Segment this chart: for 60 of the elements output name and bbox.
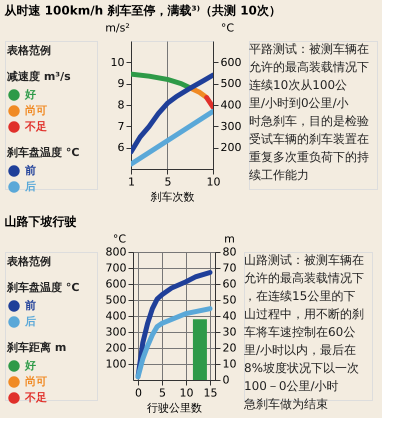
legend-label: 尚可 [25,375,47,388]
x-tick-label: 10 [180,386,194,400]
y-tick-label: 100 [106,358,126,370]
y-tick-label: 400 [106,310,126,322]
y2-tick-label: 20 [222,342,236,354]
y-tick-label: 10 [110,56,124,69]
y2-tick-label: 50 [222,294,236,306]
y-tick-label: 700 [106,262,126,274]
y-axis-title: °C [112,232,126,246]
legend-label: 不足 [24,391,47,404]
legend-label: 前 [24,164,36,177]
y2-tick-label: 30 [222,326,236,338]
y2-tick-label: 80 [222,246,236,258]
y-axis-title: m/s² [105,22,130,34]
y2-tick-label: 0 [222,374,230,386]
text: 后 [24,315,36,328]
y2-tick-label: 400 [220,98,242,112]
y2-axis-title: °C [220,22,234,34]
y2-axis-title: m [224,232,235,246]
y-tick-label: 9 [118,77,124,90]
x-tick-label: 10 [206,176,220,188]
legend-title: 表格范例 [6,44,51,57]
y-tick-label: 300 [106,326,126,338]
text: 刹车盘温度 °C [6,146,80,159]
legend-label: 后 [24,180,36,193]
x-tick-label: 0 [135,386,142,400]
legend-label: 好 [24,88,36,101]
y2-tick-label: 600 [220,56,242,69]
legend-title: 表格范例 [6,255,51,268]
y-tick-label: 800 [106,246,126,258]
x-axis-title: 刹车次数 [150,190,194,204]
y-tick-label: 600 [106,278,126,290]
text: 前 [24,299,36,312]
y2-tick-label: 10 [222,358,236,370]
x-tick-label: 1 [128,176,135,188]
x-tick-label: 15 [204,386,218,400]
x-tick-label: 5 [164,176,172,188]
text: 山路下坡行驶 [4,214,76,228]
y-tick-label: 6 [118,141,124,154]
y2-tick-label: 200 [220,141,242,154]
text: 刹车盘温度 °C [6,281,80,294]
x-tick-label: 5 [159,386,166,400]
y-tick-label: 7 [118,120,124,133]
y2-tick-label: 70 [222,262,236,274]
text: 山路测试：被测车辆在允许的最高装载情况下，在连续15公里的下山过程中，用不断的刹车将车速控制在60公里/小时以内，最后在8%坡度状况下以一次100－0公里/小时急刹车做为结束 [244,253,364,411]
legend-label: 尚可 [25,104,47,117]
y-tick-label: 8 [118,98,124,112]
legend-label: 不足 [24,120,47,133]
chart-title: 从时速 100km/h 刹车至停，满载³⁾（共测 10次） [4,4,281,18]
y-tick-label: 200 [106,342,126,354]
text: 刹车距离 m [6,341,66,354]
y2-tick-label: 60 [222,278,236,290]
y2-tick-label: 300 [220,120,242,133]
text: 平路测试：被测车辆在允许的最高装载情况下连续10次从100公里/小时到0公里/小时急刹车，目的是检验受试车辆的刹车装置在重复多次重负荷下的持续工作能力 [249,42,369,182]
y-tick-label: 500 [106,294,126,306]
legend-label: 好 [24,359,36,372]
y2-tick-label: 40 [222,310,236,322]
y2-tick-label: 500 [220,77,242,90]
x-axis-title: 行驶公里数 [147,402,202,414]
text: 减速度 m³/s [7,70,72,83]
